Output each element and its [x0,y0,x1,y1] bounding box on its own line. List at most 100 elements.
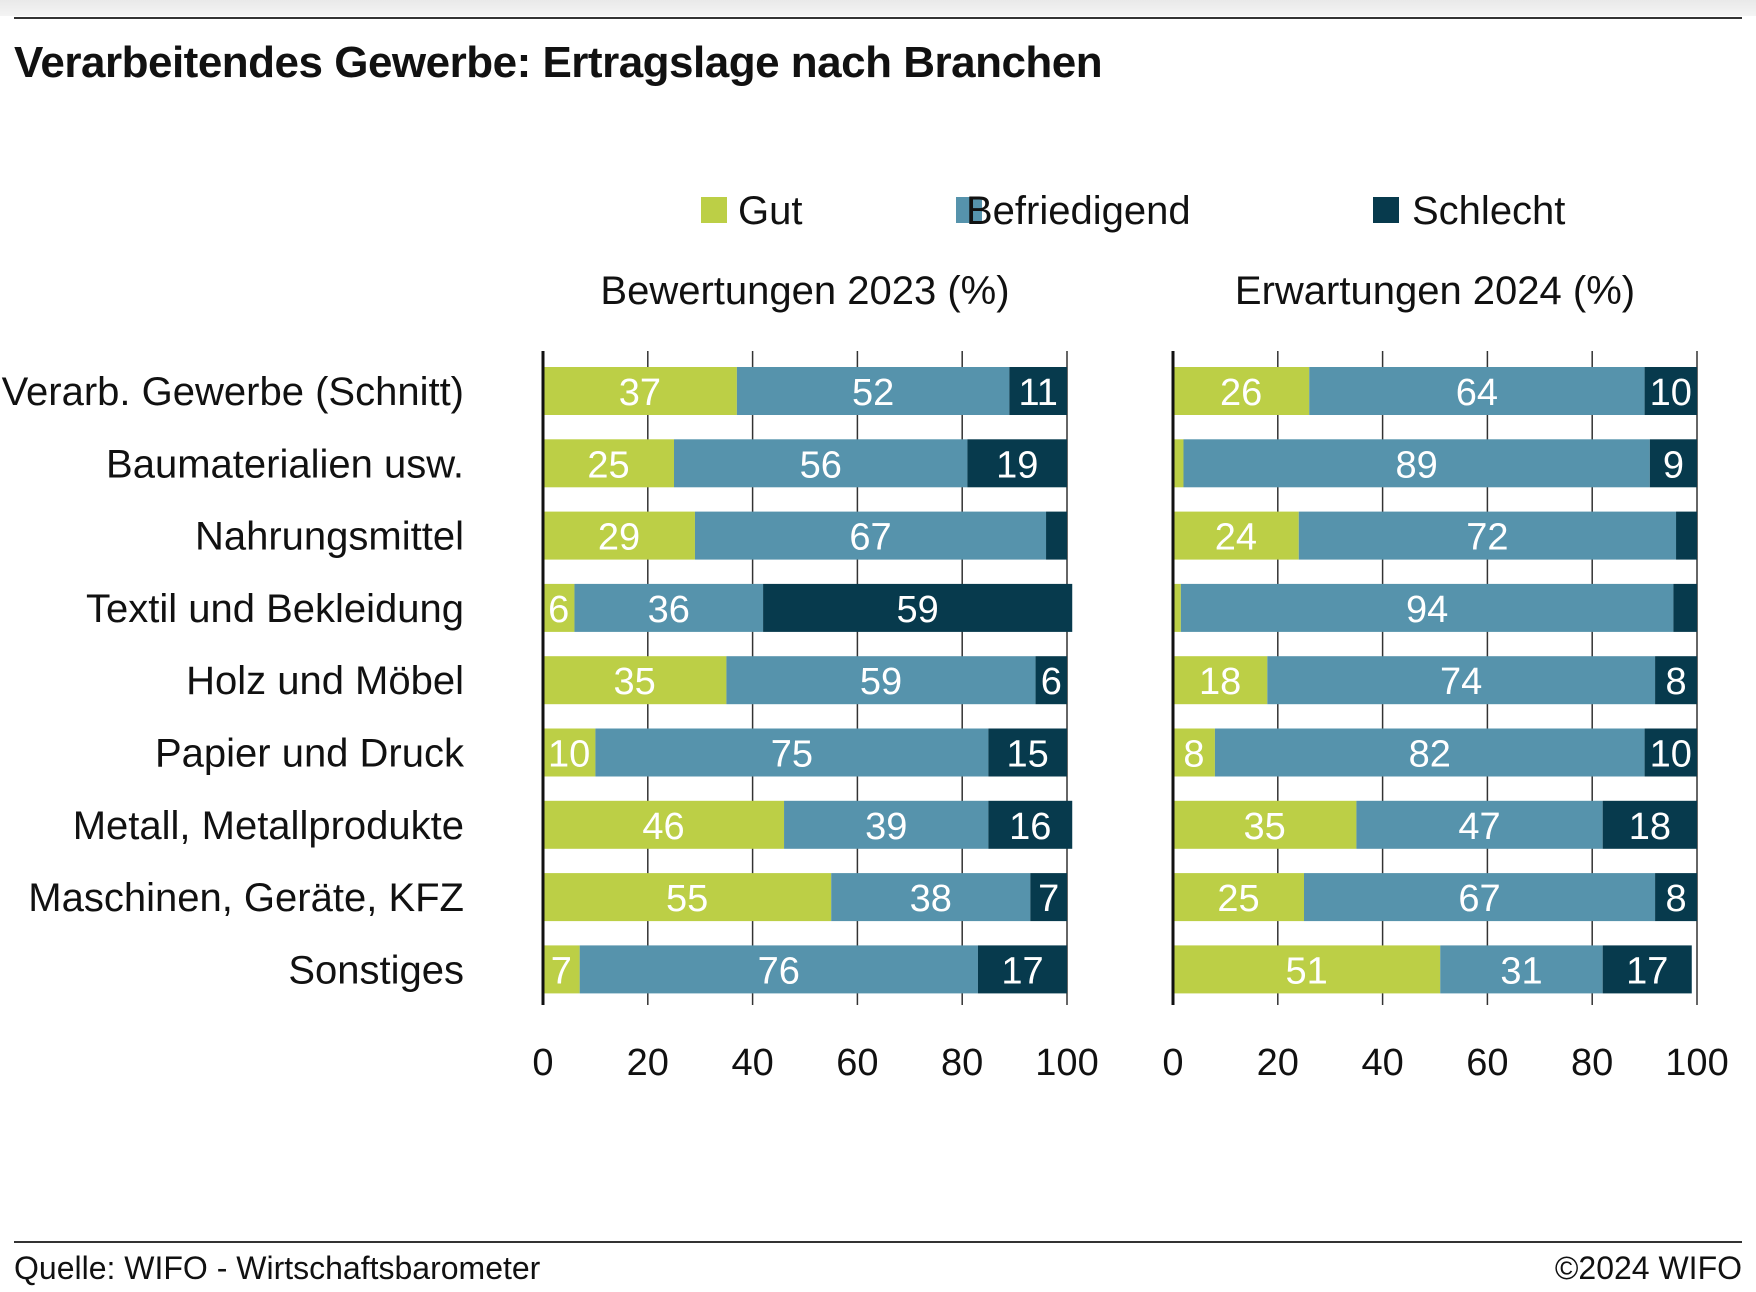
tick-label: 60 [836,1042,878,1084]
bar-label: 31 [1500,950,1542,992]
bar-label: 6 [1041,661,1062,703]
bar-befriedigend [595,728,989,777]
bar-label: 24 [1215,517,1257,559]
bar-gut [543,945,580,994]
bar-label: 17 [1626,950,1668,992]
bar-label: 52 [852,372,894,414]
bar-schlecht [763,583,1073,632]
bar-label: 47 [1458,806,1500,848]
legend-swatch-gut [701,197,727,223]
tick-label: 0 [1162,1042,1183,1084]
bar-befriedigend [674,439,968,488]
bar-schlecht [1035,656,1067,705]
bar-gut [1173,728,1215,777]
bar-schlecht [988,728,1067,777]
bar-label: 67 [1458,878,1500,920]
bar-label: 35 [1244,806,1286,848]
bar-befriedigend [1298,511,1677,560]
tick-label: 80 [1571,1042,1613,1084]
bar-label: 89 [1396,444,1438,486]
legend-swatch-schlecht [1373,197,1399,223]
bar-label: 25 [1217,878,1259,920]
bar-label: 18 [1199,661,1241,703]
bar-gut [543,656,727,705]
bar-schlecht [1673,583,1697,632]
bar-gut [1173,800,1357,849]
bar-label: 37 [619,372,661,414]
tick-label: 100 [1665,1042,1728,1084]
bar-schlecht [1046,511,1067,560]
bar-gut [543,800,785,849]
bar-label: 72 [1466,517,1508,559]
bar-gut [1173,945,1441,994]
bar-label: 19 [996,444,1038,486]
bar-label: 25 [587,444,629,486]
bar-befriedigend [579,945,978,994]
bar-label: 10 [1650,734,1692,776]
bar-gut [543,439,674,488]
bar-befriedigend [1267,656,1656,705]
bar-befriedigend [1356,800,1603,849]
panel-title: Erwartungen 2024 (%) [1235,269,1635,313]
chart-title: Verarbeitendes Gewerbe: Ertragslage nach… [14,38,1103,87]
bar-befriedigend [1304,873,1656,922]
legend-label-befriedigend: Befriedigend [966,189,1191,233]
bar-schlecht [1644,728,1697,777]
bar-label: 82 [1409,734,1451,776]
legend-label-schlecht: Schlecht [1412,189,1565,233]
bar-label: 74 [1440,661,1482,703]
tick-label: 80 [941,1042,983,1084]
bar-gut [1173,583,1181,632]
tick-label: 20 [627,1042,669,1084]
category-label: Textil und Bekleidung [86,587,464,631]
bar-label: 10 [1650,372,1692,414]
bar-gut [1173,439,1184,488]
bar-label: 26 [1220,372,1262,414]
bar-label: 55 [666,878,708,920]
bar-schlecht [1649,439,1697,488]
bar-gut [1173,873,1304,922]
bar-label: 36 [648,589,690,631]
tick-label: 40 [731,1042,773,1084]
bar-label: 6 [548,589,569,631]
bar-label: 46 [642,806,684,848]
bar-label: 17 [1001,950,1043,992]
bar-label: 75 [771,734,813,776]
bar-label: 29 [598,517,640,559]
bar-label: 8 [1665,878,1686,920]
bar-befriedigend [1183,439,1650,488]
legend-swatch-befriedigend [956,197,982,223]
bar-schlecht [1644,367,1697,415]
category-label: Nahrungsmittel [195,515,464,559]
bar-schlecht [967,439,1067,488]
bar-schlecht [1030,873,1067,922]
bar-label: 39 [865,806,907,848]
bar-label: 76 [758,950,800,992]
legend-label-gut: Gut [738,189,802,233]
bar-befriedigend [736,367,1010,415]
bar-gut [543,873,832,922]
bar-label: 94 [1406,589,1448,631]
bar-schlecht [988,800,1073,849]
bar-label: 10 [548,734,590,776]
bar-befriedigend [694,511,1047,560]
category-label: Maschinen, Geräte, KFZ [28,876,464,920]
bar-schlecht [1602,800,1697,849]
bar-label: 59 [860,661,902,703]
bar-label: 16 [1009,806,1051,848]
bar-label: 7 [551,950,572,992]
bar-befriedigend [831,873,1031,922]
bar-schlecht [1655,873,1697,922]
bar-befriedigend [1180,583,1674,632]
bar-befriedigend [784,800,989,849]
bar-befriedigend [1440,945,1603,994]
category-label: Metall, Metallprodukte [73,804,464,848]
bar-schlecht [1676,511,1697,560]
bar-gut [1173,511,1299,560]
bar-schlecht [977,945,1067,994]
top-bar [0,0,1756,16]
bar-schlecht [1655,656,1697,705]
bar-label: 18 [1629,806,1671,848]
bar-label: 11 [1018,372,1057,414]
